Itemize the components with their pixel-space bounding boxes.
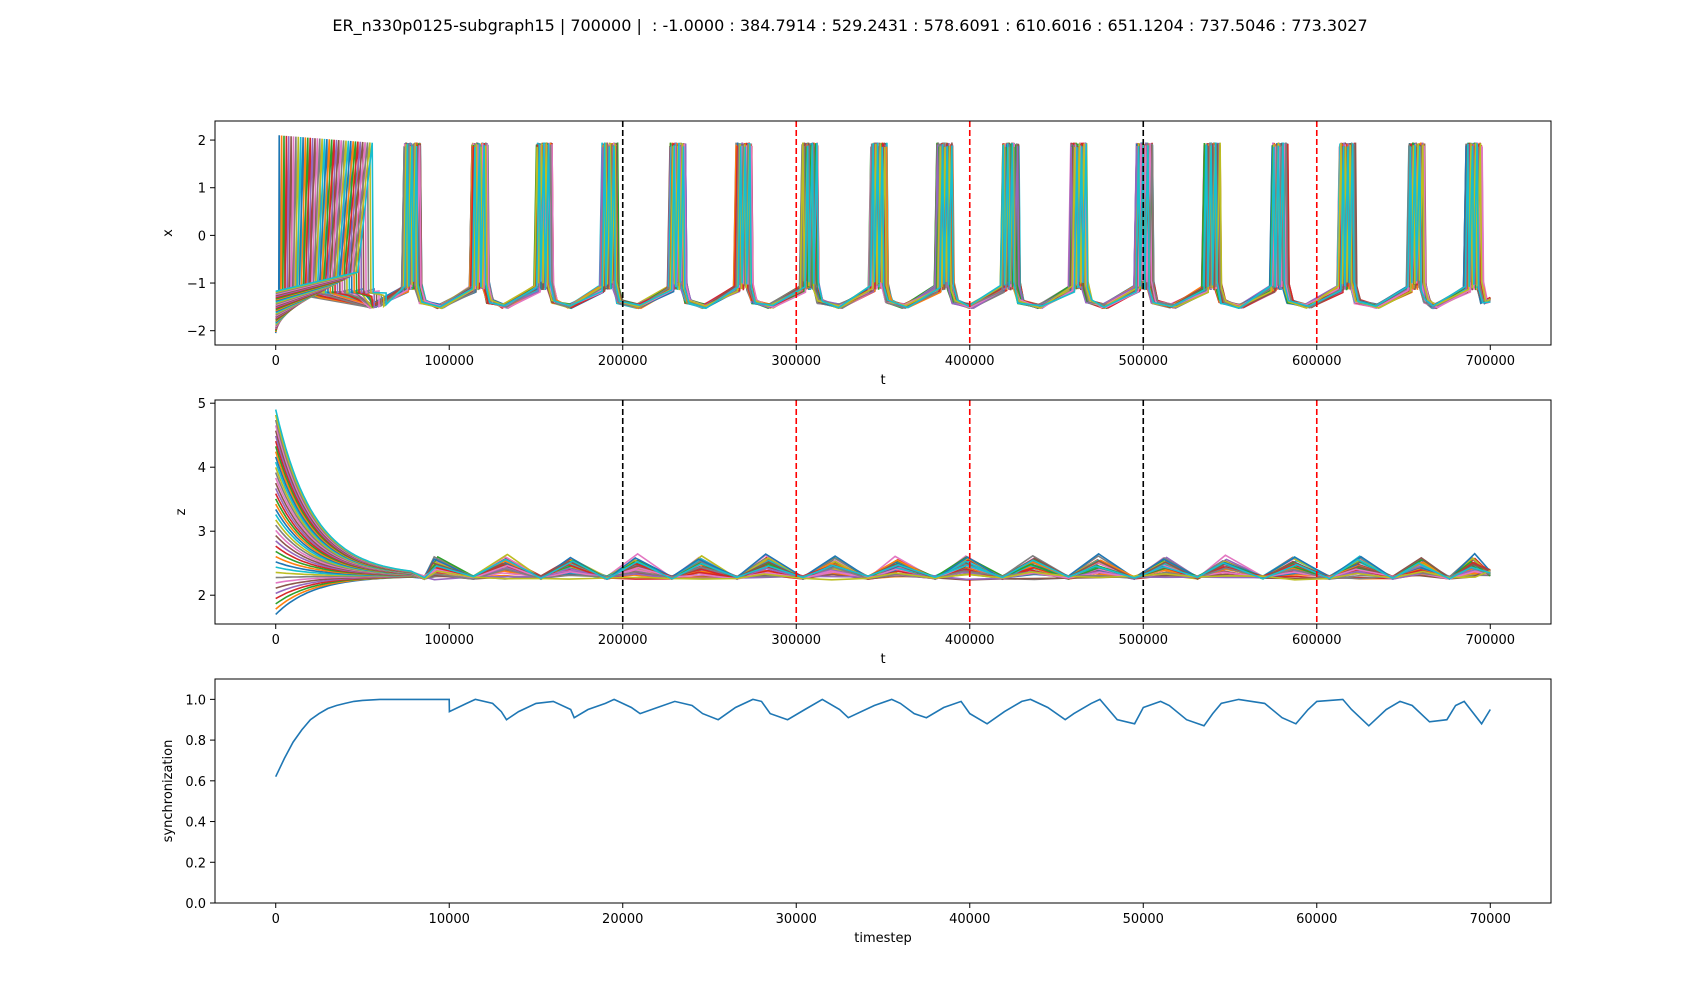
y-tick-label: 1 [198, 182, 206, 197]
x-tick-label: 0 [272, 912, 280, 927]
y-tick-label: −1 [187, 277, 206, 292]
x-panel: 0 100000 200000 300000 400000 500000 600000 700… [161, 120, 1552, 388]
x-tick-label: 20000 [602, 912, 643, 927]
sync-panel: 0 10000 20000 30000 40000 50000 60000 70000 0.0 0… [161, 678, 1552, 946]
x-axis-label: timestep [854, 931, 912, 946]
axes-frame [214, 678, 1552, 904]
plot-area [274, 121, 1491, 345]
y-tick-label: 3 [198, 525, 206, 540]
x-tick-label: 300000 [771, 354, 821, 369]
series-line [274, 456, 1491, 580]
series-line [274, 414, 1491, 581]
x-tick-label: 700000 [1465, 633, 1515, 648]
x-tick-label: 0 [272, 354, 280, 369]
y-tick-label: 2 [198, 589, 206, 604]
series-line [274, 419, 1491, 581]
x-tick-label: 500000 [1118, 633, 1168, 648]
x-axis-label: t [880, 652, 885, 667]
y-tick-label: 1.0 [185, 693, 206, 708]
series-line [274, 472, 1491, 580]
x-tick-label: 100000 [424, 354, 474, 369]
x-tick-label: 0 [272, 633, 280, 648]
axes-frame [214, 399, 1552, 625]
x-tick-label: 30000 [776, 912, 817, 927]
series-line [274, 451, 1491, 580]
y-tick-label: 2 [198, 134, 206, 149]
y-axis-label: z [174, 508, 189, 515]
y-axis-label: x [161, 229, 176, 237]
y-tick-label: 5 [198, 397, 206, 412]
y-tick-label: 0.2 [185, 856, 206, 871]
series-line [274, 446, 1491, 580]
x-tick-label: 200000 [598, 354, 648, 369]
x-tick-label: 400000 [945, 633, 995, 648]
x-tick-label: 700000 [1465, 354, 1515, 369]
axes-frame [214, 120, 1552, 346]
y-tick-label: 0.0 [185, 897, 206, 912]
x-tick-label: 600000 [1292, 354, 1342, 369]
series-line [274, 425, 1491, 580]
x-axis-label: t [880, 373, 885, 388]
x-tick-label: 50000 [1123, 912, 1164, 927]
plot-area [274, 698, 1491, 778]
x-tick-label: 400000 [945, 354, 995, 369]
series-line [274, 440, 1491, 580]
z-panel: 0 100000 200000 300000 400000 500000 600000 700… [174, 397, 1552, 667]
x-tick-label: 200000 [598, 633, 648, 648]
x-tick-label: 100000 [424, 633, 474, 648]
x-tick-label: 600000 [1292, 633, 1342, 648]
x-tick-label: 300000 [771, 633, 821, 648]
x-tick-label: 40000 [949, 912, 990, 927]
x-tick-label: 10000 [429, 912, 470, 927]
y-tick-label: 4 [198, 461, 206, 476]
y-tick-label: 0.4 [185, 816, 206, 831]
x-tick-label: 70000 [1470, 912, 1511, 927]
figure-title: ER_n330p0125-subgraph15 | 700000 | : -1.… [332, 16, 1368, 35]
x-tick-label: 60000 [1296, 912, 1337, 927]
series-line [274, 430, 1491, 581]
series-line [274, 461, 1491, 581]
series-line [275, 142, 1491, 310]
y-tick-label: 0 [198, 229, 206, 244]
series-line [274, 409, 1491, 581]
y-axis-label: synchronization [161, 740, 176, 843]
y-tick-label: −2 [187, 325, 206, 340]
series-line [274, 698, 1491, 778]
y-tick-label: 0.6 [185, 775, 206, 790]
series-line [274, 467, 1491, 581]
y-tick-label: 0.8 [185, 734, 206, 749]
x-tick-label: 500000 [1118, 354, 1168, 369]
plot-area [274, 400, 1491, 624]
series-line [274, 435, 1491, 581]
